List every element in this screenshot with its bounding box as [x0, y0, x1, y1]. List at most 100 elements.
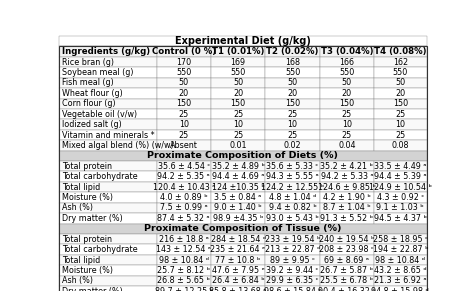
Bar [265, 57, 319, 67]
Text: 150: 150 [339, 99, 355, 108]
Text: Fish meal (g): Fish meal (g) [62, 79, 114, 87]
Bar [319, 244, 374, 255]
Text: 9.1 ± 1.03 ᵇ: 9.1 ± 1.03 ᵇ [376, 203, 424, 212]
Bar [265, 109, 319, 119]
Bar [59, 203, 156, 213]
Bar [265, 88, 319, 99]
Text: 168: 168 [285, 58, 300, 67]
Bar [211, 161, 265, 171]
Bar [265, 286, 319, 291]
Text: 170: 170 [176, 58, 191, 67]
Bar [156, 255, 211, 265]
Text: 240 ± 19.54 ᵇ: 240 ± 19.54 ᵇ [319, 235, 374, 244]
Bar [374, 171, 427, 182]
Bar [319, 234, 374, 244]
Bar [374, 255, 427, 265]
Bar [265, 171, 319, 182]
Bar [319, 276, 374, 286]
Bar [59, 265, 156, 276]
Text: T2 (0.02%): T2 (0.02%) [266, 47, 319, 56]
Bar [265, 47, 319, 57]
Text: Total carbohydrate: Total carbohydrate [62, 245, 138, 254]
Bar [374, 203, 427, 213]
Text: Rice bran (g): Rice bran (g) [62, 58, 114, 67]
Bar [211, 130, 265, 140]
Text: 25: 25 [287, 131, 298, 139]
Text: Wheat flour (g): Wheat flour (g) [62, 89, 123, 98]
Text: Mixed algal blend (%) (w/w): Mixed algal blend (%) (w/w) [62, 141, 174, 150]
Bar [319, 192, 374, 203]
Text: 10: 10 [342, 120, 352, 129]
Bar [59, 192, 156, 203]
Bar [211, 234, 265, 244]
Bar [374, 276, 427, 286]
Text: Moisture (%): Moisture (%) [62, 193, 113, 202]
Bar [156, 244, 211, 255]
Text: 4.8 ± 1.04 ᵈ: 4.8 ± 1.04 ᵈ [269, 193, 316, 202]
Bar [156, 276, 211, 286]
Bar [59, 119, 156, 130]
Text: 0.04: 0.04 [338, 141, 356, 150]
Bar [211, 78, 265, 88]
Bar [211, 265, 265, 276]
Text: 150: 150 [285, 99, 300, 108]
Text: 550: 550 [230, 68, 246, 77]
Bar [211, 203, 265, 213]
Text: 550: 550 [339, 68, 355, 77]
Text: 0.02: 0.02 [284, 141, 301, 150]
Bar [265, 67, 319, 78]
Bar [59, 47, 156, 57]
Text: 120.4 ± 10.43 ᵃ: 120.4 ± 10.43 ᵃ [153, 183, 215, 191]
Bar [374, 265, 427, 276]
Text: 0.01: 0.01 [229, 141, 247, 150]
Text: Control (0 %): Control (0 %) [152, 47, 216, 56]
Text: 26.4 ± 6.84 ᵇ: 26.4 ± 6.84 ᵇ [212, 276, 264, 285]
Text: 94.2 ± 5.35 ᵃ: 94.2 ± 5.35 ᵃ [157, 172, 210, 181]
Text: 29.9 ± 6.35 ᶜ: 29.9 ± 6.35 ᶜ [266, 276, 319, 285]
Text: 10: 10 [233, 120, 243, 129]
Bar [265, 265, 319, 276]
Bar [319, 286, 374, 291]
Bar [265, 213, 319, 223]
Text: Proximate Composition of Diets (%): Proximate Composition of Diets (%) [147, 151, 338, 160]
Text: Corn flour (g): Corn flour (g) [62, 99, 116, 108]
Bar [59, 140, 156, 151]
Text: 10: 10 [179, 120, 189, 129]
Bar [319, 203, 374, 213]
Text: Total lipid: Total lipid [62, 255, 100, 265]
Text: 33.5 ± 4.49 ᵃ: 33.5 ± 4.49 ᵃ [374, 162, 427, 171]
Text: 10: 10 [395, 120, 405, 129]
Text: 124.2 ± 12.55 ᵇ: 124.2 ± 12.55 ᵇ [261, 183, 324, 191]
Bar [211, 171, 265, 182]
Bar [59, 171, 156, 182]
Text: 124 ±10.35 ᵇ: 124 ±10.35 ᵇ [212, 183, 264, 191]
Text: Vegetable oil (v/w): Vegetable oil (v/w) [62, 110, 137, 119]
Text: 26.8 ± 5.65 ᵇ: 26.8 ± 5.65 ᵇ [157, 276, 210, 285]
Bar [156, 213, 211, 223]
Text: 235 ± 21.64 ᵉ: 235 ± 21.64 ᵉ [210, 245, 266, 254]
Bar [319, 255, 374, 265]
Bar [211, 109, 265, 119]
Text: 25: 25 [233, 110, 243, 119]
Bar [59, 88, 156, 99]
Text: 26.7 ± 5.87 ᵇ: 26.7 ± 5.87 ᵇ [320, 266, 374, 275]
Bar [59, 36, 427, 47]
Text: 213 ± 22.87 ᵈ: 213 ± 22.87 ᵈ [265, 245, 320, 254]
Bar [211, 88, 265, 99]
Bar [59, 244, 156, 255]
Text: 98 ± 10.84 ᵈ: 98 ± 10.84 ᵈ [375, 255, 425, 265]
Bar [156, 88, 211, 99]
Text: T4 (0.08%): T4 (0.08%) [374, 47, 427, 56]
Bar [265, 78, 319, 88]
Text: 20: 20 [287, 89, 298, 98]
Text: 550: 550 [285, 68, 300, 77]
Text: 47.6 ± 7.95 ᵉ: 47.6 ± 7.95 ᵉ [212, 266, 264, 275]
Bar [265, 203, 319, 213]
Text: 4.3 ± 0.92 ᶜ: 4.3 ± 0.92 ᶜ [377, 193, 424, 202]
Bar [211, 192, 265, 203]
Bar [211, 140, 265, 151]
Bar [211, 213, 265, 223]
Text: 85.8 ± 13.68 ᵃ: 85.8 ± 13.68 ᵃ [210, 287, 267, 291]
Text: 98.6 ± 15.84 ᵉ: 98.6 ± 15.84 ᵉ [264, 287, 321, 291]
Bar [156, 171, 211, 182]
